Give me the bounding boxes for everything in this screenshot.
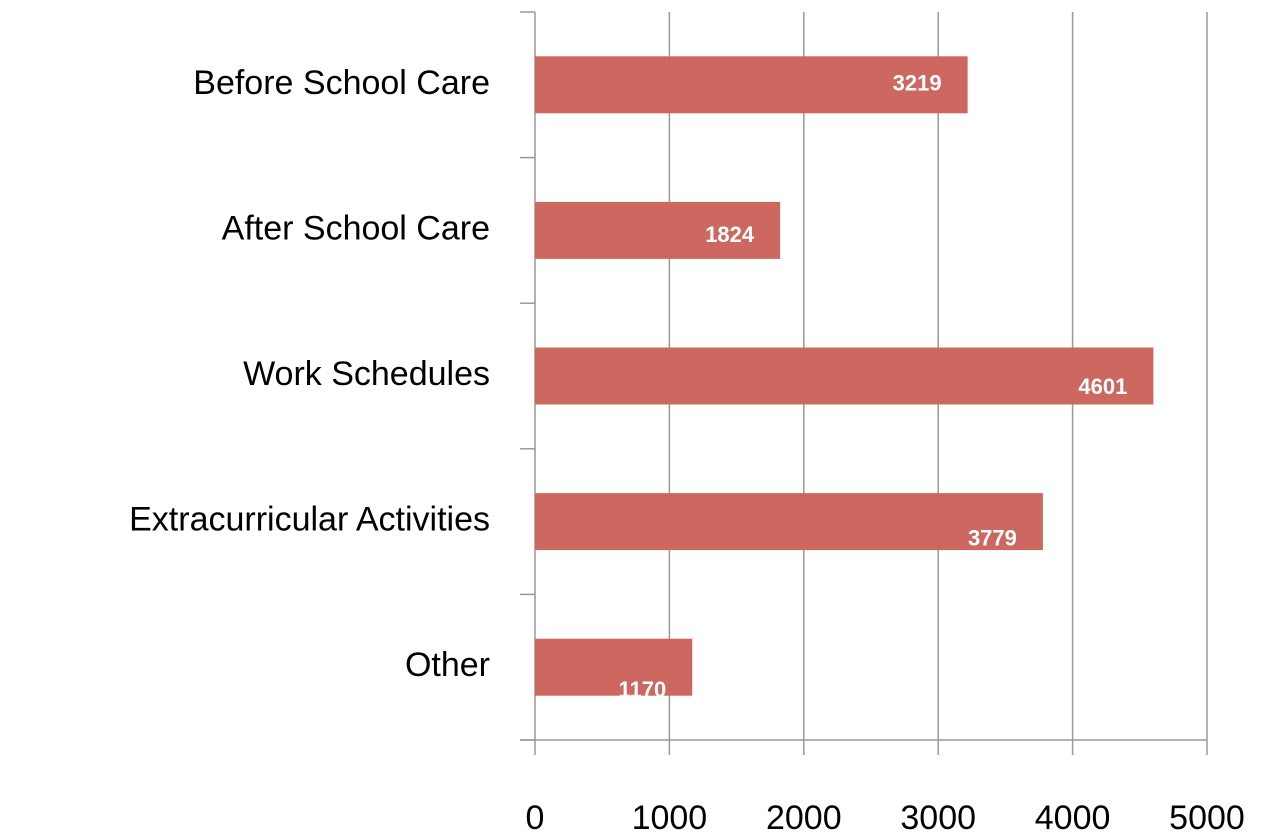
- category-label: Extracurricular Activities: [129, 501, 490, 539]
- x-tick-label: 1000: [632, 799, 708, 837]
- category-label: Other: [405, 646, 490, 684]
- bar: [535, 638, 693, 696]
- value-label: 1170: [619, 677, 667, 702]
- value-label: 4601: [1078, 374, 1127, 399]
- x-tick-label: 4000: [1035, 799, 1111, 837]
- x-tick-label: 2000: [766, 799, 842, 837]
- category-label: After School Care: [222, 209, 490, 247]
- value-label: 3779: [968, 525, 1017, 550]
- category-label: Work Schedules: [243, 355, 490, 393]
- x-tick-label: 0: [526, 799, 545, 837]
- bar: [535, 201, 781, 259]
- value-label: 1824: [705, 222, 755, 247]
- bar: [535, 347, 1154, 405]
- category-label: Before School Care: [193, 64, 490, 102]
- bar: [535, 56, 968, 114]
- bar: [535, 493, 1043, 551]
- value-label: 3219: [893, 71, 942, 96]
- x-tick-label: 5000: [1169, 799, 1245, 837]
- x-tick-label: 3000: [900, 799, 976, 837]
